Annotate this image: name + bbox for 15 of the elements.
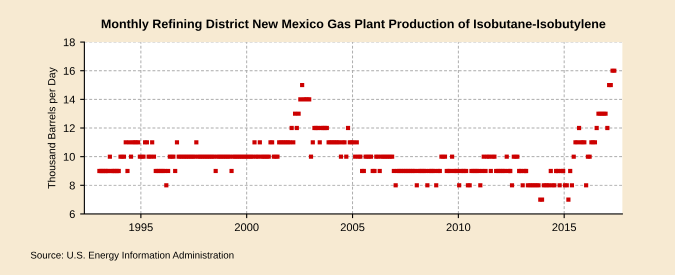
y-tick-label: 6 xyxy=(70,210,75,218)
source-note: Source: U.S. Energy Information Administration xyxy=(30,251,234,261)
y-tick-label: 18 xyxy=(64,38,75,46)
y-tick-label: 10 xyxy=(64,152,75,161)
y-tick-label: 8 xyxy=(70,182,75,190)
chart-title: Monthly Refining District New Mexico Gas Plant Production of Isobutane-Isobutylene xyxy=(102,19,606,31)
x-tick-label: 2010 xyxy=(446,223,470,232)
y-tick-label: 12 xyxy=(64,124,75,132)
x-tick-label: 2015 xyxy=(552,223,576,232)
x-tick-label: 2000 xyxy=(234,223,259,232)
y-tick-label: 16 xyxy=(64,66,75,75)
y-axis-title: Thousand Barrels per Day xyxy=(48,67,58,189)
x-tick-label: 2005 xyxy=(340,223,364,232)
y-tick-label: 14 xyxy=(64,96,76,104)
x-tick-label: 1995 xyxy=(129,223,153,232)
